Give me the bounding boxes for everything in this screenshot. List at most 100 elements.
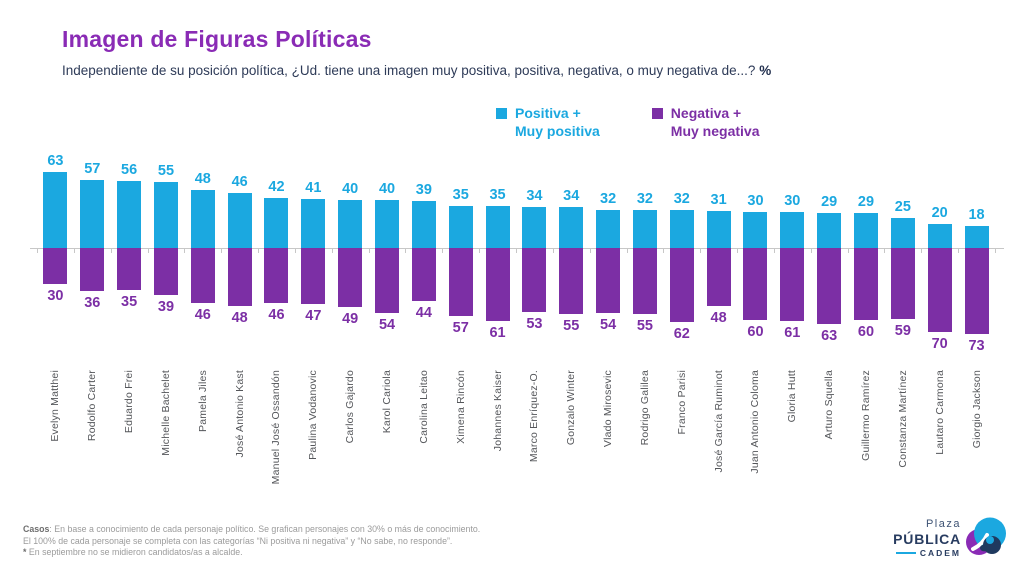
category-name-zone: Evelyn Matthei [37,354,74,504]
negative-zone: 39 [148,248,185,354]
positive-bar [43,172,68,248]
plaza-publica-cadem-logo: Plaza PÚBLICA CADEM [893,516,1008,560]
negative-bar [890,248,915,319]
category-name-zone: Ximena Rincón [442,354,479,504]
positive-zone: 25 [884,152,921,248]
negative-value-label: 61 [489,325,506,342]
tick-mark [294,248,296,253]
tick-mark [663,248,665,253]
negative-zone: 30 [37,248,74,354]
tick-mark [626,248,628,253]
footnote-2: El 100% de cada personaje se completa co… [23,535,453,546]
negative-value-label: 30 [47,288,64,304]
positive-bar [632,209,657,248]
tick-mark [552,248,554,253]
footnotes: Casos: En base a conocimiento de cada pe… [23,524,480,559]
bar-group: 30 61 Gloria Hutt [774,152,811,504]
positive-value-label: 42 [268,178,285,195]
category-name: Rodrigo Galilea [638,370,651,446]
positive-bar [596,209,621,248]
chart-legend: Positiva + Muy positiva Negativa + Muy n… [496,104,760,140]
positive-zone: 30 [774,152,811,248]
positive-value-label: 56 [121,161,138,178]
bar-group: 35 57 Ximena Rincón [442,152,479,504]
negative-value-label: 35 [121,294,138,310]
category-name-zone: Manuel José Ossandón [258,354,295,504]
positive-value-label: 46 [231,173,248,190]
footnote-3: * En septiembre no se midieron candidato… [23,547,480,559]
negative-value-label: 54 [600,316,617,333]
tick-mark [368,248,370,253]
negative-value-label: 46 [268,307,285,324]
survey-question: Independiente de su posición política, ¿… [62,63,771,78]
tick-mark [737,248,739,253]
tick-mark [810,248,812,253]
positive-zone: 55 [148,152,185,248]
negative-bar [743,248,768,320]
tick-mark [847,248,849,253]
bar-group: 29 63 Arturo Squella [811,152,848,504]
category-name-zone: Franco Parisi [663,354,700,504]
negative-bar [190,248,215,304]
negative-value-label: 54 [378,316,396,333]
positive-swatch-icon [496,108,507,119]
bar-group: 57 36 Rodolfo Carter [74,152,111,504]
tick-mark [147,248,149,253]
tick-mark [73,248,75,253]
negative-zone: 61 [774,248,811,354]
category-name-zone: José Antonio Kast [221,354,258,504]
positive-bar [411,201,436,248]
positive-zone: 34 [553,152,590,248]
legend-positive-line1: Positiva + [515,105,581,121]
bar-group: 40 54 Karol Cariola [369,152,406,504]
negative-bar [522,248,547,312]
positive-bar [817,213,842,248]
negative-value-label: 60 [747,324,764,340]
cadem-swirl-icon [966,517,1006,555]
category-name: Carlos Gajardo [344,370,357,444]
positive-bar [669,209,694,248]
category-name-zone: Pamela Jiles [184,354,221,504]
bar-group: 48 46 Pamela Jiles [184,152,221,504]
category-name: Evelyn Matthei [49,370,62,442]
category-name-zone: Lautaro Carmona [921,354,958,504]
negative-bar [448,248,473,317]
category-name: Arturo Squella [823,370,836,440]
negative-zone: 54 [590,248,627,354]
category-name-zone: Johannes Kaiser [479,354,516,504]
positive-value-label: 20 [931,205,948,221]
negative-value-label: 48 [710,309,727,326]
positive-zone: 35 [479,152,516,248]
category-name-zone: Vlado Mirosevic [590,354,627,504]
positive-value-label: 40 [378,181,396,197]
category-name: Carolina Leitao [417,370,430,444]
positive-value-label: 40 [342,181,359,197]
negative-zone: 73 [958,248,995,354]
bar-group: 55 39 Michelle Bachelet [148,152,185,504]
negative-bar [927,248,952,332]
category-name-zone: Gonzalo Winter [553,354,590,504]
positive-zone: 32 [663,152,700,248]
bar-group: 39 44 Carolina Leitao [405,152,442,504]
positive-zone: 31 [700,152,737,248]
logo-text: Plaza PÚBLICA CADEM [893,518,961,558]
negative-bar [706,248,731,306]
logo-publica-label: PÚBLICA [893,530,961,547]
positive-value-label: 29 [821,194,838,211]
legend-negative-line2: Muy negativa [670,123,760,139]
positive-bar [964,226,989,248]
positive-bar [743,212,768,248]
bar-group: 32 62 Franco Parisi [663,152,700,504]
positive-value-label: 34 [526,188,543,205]
negative-value-label: 55 [636,318,653,334]
positive-zone: 57 [74,152,111,248]
positive-zone: 29 [848,152,885,248]
negative-value-label: 61 [784,325,801,342]
positive-bar [80,179,105,248]
positive-bar [927,224,952,248]
positive-zone: 34 [516,152,553,248]
category-name: Paulina Vodanovic [307,370,320,460]
bar-group: 34 55 Gonzalo Winter [553,152,590,504]
negative-zone: 61 [479,248,516,354]
positive-value-label: 39 [415,182,432,199]
